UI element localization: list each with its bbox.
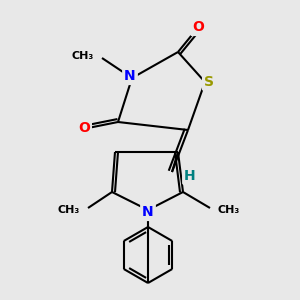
- Text: O: O: [78, 121, 90, 135]
- Text: CH₃: CH₃: [72, 51, 94, 61]
- Text: N: N: [142, 205, 154, 219]
- Text: N: N: [124, 69, 136, 83]
- Text: CH₃: CH₃: [58, 205, 80, 215]
- Text: H: H: [184, 169, 196, 183]
- Text: S: S: [204, 75, 214, 89]
- Text: O: O: [192, 20, 204, 34]
- Text: CH₃: CH₃: [218, 205, 240, 215]
